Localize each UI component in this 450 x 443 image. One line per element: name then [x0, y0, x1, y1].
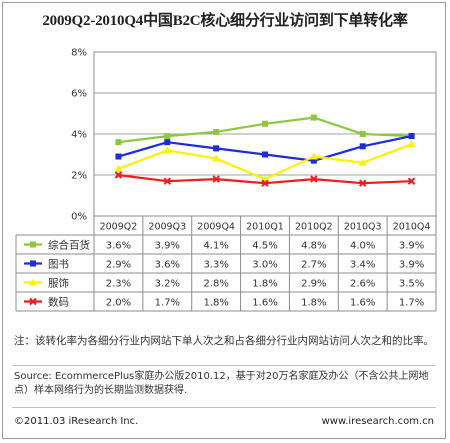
data-point [408, 133, 415, 140]
x-category-label: 2009Q3 [148, 222, 186, 233]
legend-label: 综合百货 [48, 238, 90, 251]
data-label: 1.7% [399, 297, 424, 308]
data-point [407, 177, 416, 185]
data-point [261, 179, 269, 187]
data-label: 3.9% [399, 240, 424, 251]
data-point [407, 140, 416, 148]
y-tick-label: 0% [71, 212, 87, 223]
x-category-label: 2010Q2 [295, 222, 333, 233]
data-point [164, 139, 171, 146]
legend-marker [30, 260, 36, 267]
data-point [163, 146, 172, 154]
data-label: 3.0% [252, 259, 277, 270]
data-point [262, 151, 268, 158]
data-point [310, 175, 318, 183]
data-point [114, 171, 123, 179]
website-url: www.iresearch.com.cn [321, 416, 434, 427]
data-label: 4.8% [301, 240, 326, 251]
data-label: 2.9% [106, 259, 131, 270]
divider-bottom [12, 407, 436, 408]
data-label: 2.8% [203, 278, 228, 289]
legend-label: 图书 [48, 258, 69, 270]
data-label: 3.6% [106, 240, 131, 251]
data-point [115, 139, 122, 146]
chart-source: Source: EcommercePlus家庭办公版2010.12，基于对20万… [14, 371, 429, 396]
data-point [310, 157, 317, 164]
y-tick-label: 6% [71, 89, 87, 100]
data-label: 2.7% [301, 259, 326, 270]
data-label: 2.0% [106, 297, 131, 308]
legend-label: 服饰 [48, 276, 69, 289]
x-category-label: 2009Q2 [100, 222, 138, 233]
data-point [309, 152, 318, 160]
chart-title: 2009Q2-2010Q4中国B2C核心细分行业访问到下单转化率 [42, 13, 408, 29]
data-label: 3.2% [155, 278, 180, 289]
x-category-label: 2010Q4 [393, 222, 431, 233]
data-label: 3.3% [203, 259, 228, 270]
data-point [310, 114, 317, 121]
data-label: 2.6% [350, 278, 375, 289]
data-label: 1.6% [252, 297, 277, 308]
data-point [359, 179, 367, 187]
data-point [213, 145, 220, 152]
data-label: 1.8% [252, 278, 277, 289]
legend-marker [30, 241, 36, 248]
data-label: 4.5% [252, 240, 277, 251]
data-point [212, 175, 220, 183]
data-label: 3.4% [350, 259, 375, 270]
data-label: 3.9% [399, 259, 424, 270]
data-label: 1.7% [155, 297, 180, 308]
data-point [262, 120, 268, 127]
data-label: 2.9% [301, 278, 326, 289]
data-label: 3.9% [155, 240, 180, 251]
x-category-label: 2009Q4 [197, 222, 235, 233]
data-point [212, 154, 221, 162]
y-tick-label: 2% [71, 171, 87, 182]
data-point [114, 164, 123, 172]
data-label: 1.8% [203, 297, 228, 308]
y-tick-label: 8% [71, 48, 87, 59]
data-label: 2.3% [106, 278, 131, 289]
data-label: 1.8% [301, 297, 326, 308]
data-label: 4.0% [350, 240, 375, 251]
divider-top [12, 365, 436, 366]
data-point [359, 143, 366, 150]
legend-marker [29, 297, 37, 306]
legend-marker [29, 278, 37, 286]
data-label: 3.6% [155, 259, 180, 270]
data-point [359, 131, 366, 137]
data-point [163, 177, 171, 185]
x-category-label: 2010Q1 [246, 222, 284, 233]
data-point [358, 158, 367, 166]
data-label: 4.1% [203, 240, 228, 251]
data-point [164, 133, 171, 140]
data-label: 1.6% [350, 297, 375, 308]
y-tick-label: 4% [71, 130, 87, 141]
copyright: ©2011.03 iResearch Inc. [14, 416, 139, 427]
data-point [213, 128, 220, 135]
x-category-label: 2010Q3 [344, 222, 382, 233]
chart-note: 注：该转化率为各细分行业内网站下单人次之和占各细分行业内网站访问人次之和的比率。 [14, 335, 434, 347]
line-chart: 0% 2% 4% 6% 8% 2009Q2 2009Q3 2009Q4 2010Q1 2010Q2… [15, 48, 437, 312]
data-point [115, 153, 122, 160]
legend-label: 数码 [48, 295, 69, 308]
data-label: 3.5% [399, 278, 424, 289]
